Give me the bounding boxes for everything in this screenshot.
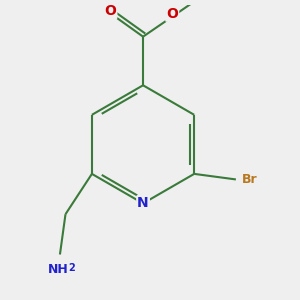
Text: O: O <box>104 4 116 18</box>
Text: Br: Br <box>242 173 258 186</box>
Text: N: N <box>137 196 149 210</box>
Text: 2: 2 <box>68 263 75 273</box>
Text: O: O <box>166 7 178 21</box>
Text: NH: NH <box>48 263 69 276</box>
